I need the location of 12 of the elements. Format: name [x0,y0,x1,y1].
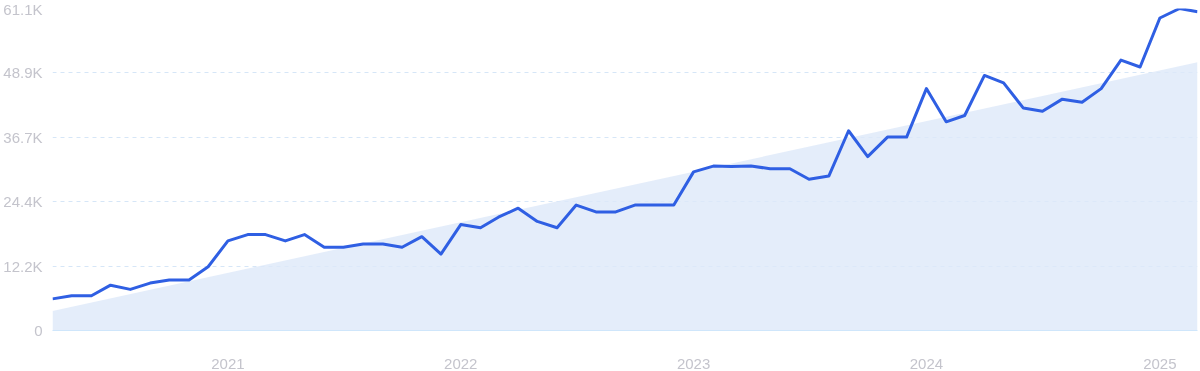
y-tick-label: 24.4K [3,193,43,211]
y-tick-label: 36.7K [3,128,43,146]
y-tick-label: 61.1K [3,0,43,18]
x-tick-label: 2022 [444,354,478,371]
y-tick-label: 0 [34,322,43,339]
x-tick-label: 2025 [1143,354,1177,371]
x-tick-label: 2021 [211,354,245,371]
x-tick-label: 2024 [909,354,944,371]
y-tick-label: 48.9K [3,64,43,82]
line-series [52,8,1198,301]
y-tick-label: 12.2K [3,257,43,275]
x-tick-label: 2023 [676,354,711,371]
